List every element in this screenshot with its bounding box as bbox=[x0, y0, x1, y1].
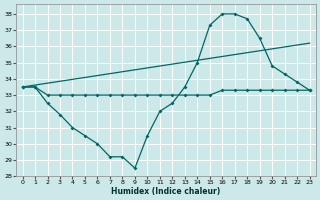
X-axis label: Humidex (Indice chaleur): Humidex (Indice chaleur) bbox=[111, 187, 221, 196]
